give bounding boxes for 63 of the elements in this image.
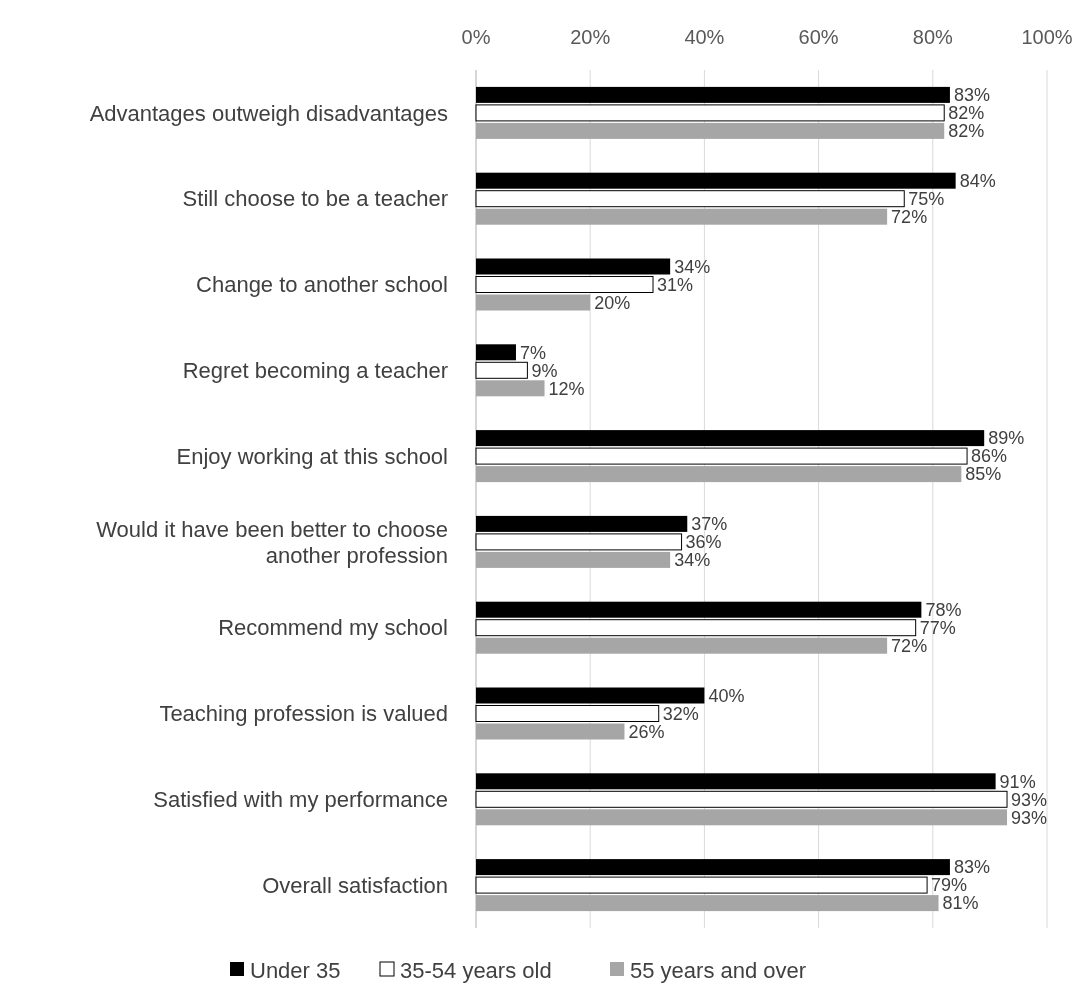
data-label: 36% [685,532,722,553]
y-tick-label: Satisfied with my performance [153,787,448,812]
data-label: 34% [674,550,711,571]
y-tick-label: Advantages outweigh disadvantages [89,100,448,126]
y-tick-label: Still choose to be a teacher [182,186,448,212]
data-label: 91% [999,771,1036,792]
bar [476,637,888,654]
bar [476,122,945,139]
bar [476,380,545,397]
data-label: 79% [931,875,968,896]
y-tick-label: Enjoy working at this school [176,443,448,469]
bar [476,895,939,912]
y-tick-label: Overall satisfaction [262,872,448,898]
data-label: 83% [953,85,990,106]
data-label: 12% [548,378,585,399]
data-label: 81% [942,893,979,914]
data-label: 78% [925,600,962,620]
data-label: 86% [971,446,1008,467]
bar [476,551,671,568]
data-label: 32% [662,703,699,724]
bar [475,790,1008,808]
data-label: 77% [919,618,956,638]
x-tick-label: 80% [912,26,954,48]
x-tick-label: 20% [570,26,611,48]
data-label: 40% [708,685,745,706]
data-label: 84% [959,171,996,191]
y-tick-label: Would it have been better to choose another profession [96,516,448,568]
data-label: 83% [953,857,990,878]
x-tick-label: 0% [461,26,491,48]
x-tick-label: 40% [684,26,725,48]
bar [476,723,625,740]
data-label: 89% [988,428,1025,449]
data-label: 82% [948,121,985,142]
y-tick-label: Regret becoming a teacher [182,358,448,383]
data-label: 75% [908,189,945,209]
data-label: 72% [891,207,928,227]
y-tick-label: Recommend my school [218,615,448,641]
bar [476,294,591,311]
legend-label: Under 35 [250,957,341,983]
data-label: 34% [674,256,711,277]
data-label: 72% [891,636,928,656]
data-label: 85% [965,464,1002,485]
data-label: 9% [531,360,558,381]
data-label: 31% [657,274,694,295]
legend-label: 55 years and over [630,957,807,983]
data-label: 26% [628,721,665,742]
data-label: 7% [519,342,546,363]
y-tick-label: Change to another school [196,272,448,298]
bar [476,773,996,790]
legend-label: 35-54 years old [400,957,552,983]
x-tick-label: 100% [1021,26,1073,48]
y-tick-label: Teaching profession is valued [159,701,448,727]
data-label: 93% [1011,789,1048,810]
x-tick-label: 60% [798,26,839,48]
data-label: 37% [691,514,728,535]
bar [476,466,962,483]
data-label: 93% [1011,807,1048,828]
bar [476,208,888,225]
bar [476,809,1008,826]
bar [476,344,516,361]
bar [475,361,528,379]
data-label: 82% [948,103,985,124]
data-label: 20% [594,292,631,313]
